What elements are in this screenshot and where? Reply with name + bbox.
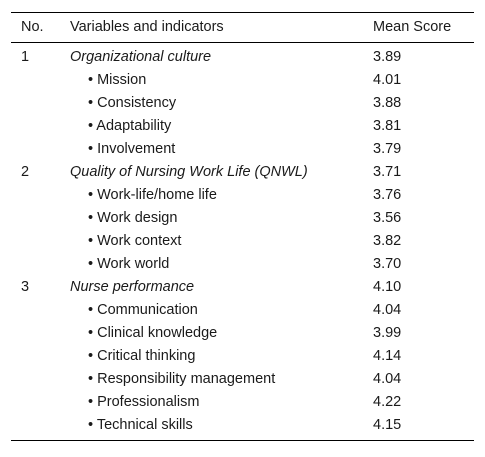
table-row: 1 Organizational culture 3.89: [11, 43, 474, 70]
mean-score: 3.88: [373, 95, 402, 111]
table-row: 3 Nurse performance 4.10: [11, 276, 474, 299]
header-row: No. Variables and indicators Mean Score: [11, 12, 474, 43]
row-number: [11, 184, 70, 207]
indicator-label: • Mission: [88, 72, 147, 88]
row-number: [11, 115, 70, 138]
mean-score: 3.81: [373, 118, 402, 134]
mean-score: 3.70: [373, 256, 402, 272]
row-number: [11, 253, 70, 276]
mean-score: 4.10: [373, 279, 402, 295]
indicator-label: • Work-life/home life: [88, 187, 217, 203]
indicator-label: • Professionalism: [88, 394, 200, 410]
indicator-label: • Adaptability: [88, 118, 172, 134]
variable-label: Quality of Nursing Work Life (QNWL): [70, 164, 308, 180]
mean-score: 4.04: [373, 371, 402, 387]
row-number: 3: [21, 279, 30, 295]
table-row: • Work world 3.70: [11, 253, 474, 276]
row-number: 1: [21, 49, 30, 65]
indicator-label: • Communication: [88, 302, 198, 318]
table-row: • Critical thinking 4.14: [11, 345, 474, 368]
row-number: [11, 230, 70, 253]
row-number: [11, 391, 70, 414]
table-row: • Professionalism 4.22: [11, 391, 474, 414]
row-number: [11, 138, 70, 161]
table-body: 1 Organizational culture 3.89 • Mission …: [11, 43, 474, 441]
header-variables: Variables and indicators: [70, 19, 224, 35]
mean-score: 3.79: [373, 141, 402, 157]
indicator-label: • Technical skills: [88, 417, 193, 433]
mean-score: 4.22: [373, 394, 402, 410]
row-number: 2: [21, 164, 30, 180]
variable-label: Organizational culture: [70, 49, 212, 65]
indicator-label: • Involvement: [88, 141, 176, 157]
indicator-label: • Critical thinking: [88, 348, 196, 364]
indicator-label: • Clinical knowledge: [88, 325, 218, 341]
row-number: [11, 322, 70, 345]
table-row: • Technical skills 4.15: [11, 414, 474, 441]
mean-score: 3.56: [373, 210, 402, 226]
table-row: • Work design 3.56: [11, 207, 474, 230]
mean-score: 3.82: [373, 233, 402, 249]
mean-score: 4.01: [373, 72, 402, 88]
row-number: [11, 345, 70, 368]
header-mean-score: Mean Score: [373, 19, 452, 35]
indicator-label: • Consistency: [88, 95, 177, 111]
indicator-label: • Responsibility management: [88, 371, 276, 387]
table-row: • Work context 3.82: [11, 230, 474, 253]
mean-score-table-container: No. Variables and indicators Mean Score …: [11, 12, 474, 441]
mean-score: 3.99: [373, 325, 402, 341]
mean-score: 3.71: [373, 164, 402, 180]
indicator-label: • Work world: [88, 256, 170, 272]
table-row: • Consistency 3.88: [11, 92, 474, 115]
variable-label: Nurse performance: [70, 279, 195, 295]
table-row: 2 Quality of Nursing Work Life (QNWL) 3.…: [11, 161, 474, 184]
mean-score: 4.14: [373, 348, 402, 364]
table-row: • Communication 4.04: [11, 299, 474, 322]
mean-score-table: No. Variables and indicators Mean Score …: [11, 12, 474, 441]
mean-score: 3.89: [373, 49, 402, 65]
table-row: • Clinical knowledge 3.99: [11, 322, 474, 345]
table-row: • Adaptability 3.81: [11, 115, 474, 138]
table-row: • Mission 4.01: [11, 69, 474, 92]
table-row: • Work-life/home life 3.76: [11, 184, 474, 207]
table-row: • Involvement 3.79: [11, 138, 474, 161]
mean-score: 4.15: [373, 417, 402, 433]
row-number: [11, 69, 70, 92]
indicator-label: • Work context: [88, 233, 182, 249]
mean-score: 4.04: [373, 302, 402, 318]
table-row: • Responsibility management 4.04: [11, 368, 474, 391]
header-no: No.: [21, 19, 44, 35]
row-number: [11, 299, 70, 322]
row-number: [11, 414, 70, 441]
row-number: [11, 207, 70, 230]
indicator-label: • Work design: [88, 210, 178, 226]
row-number: [11, 92, 70, 115]
mean-score: 3.76: [373, 187, 402, 203]
row-number: [11, 368, 70, 391]
table-header: No. Variables and indicators Mean Score: [11, 12, 474, 43]
